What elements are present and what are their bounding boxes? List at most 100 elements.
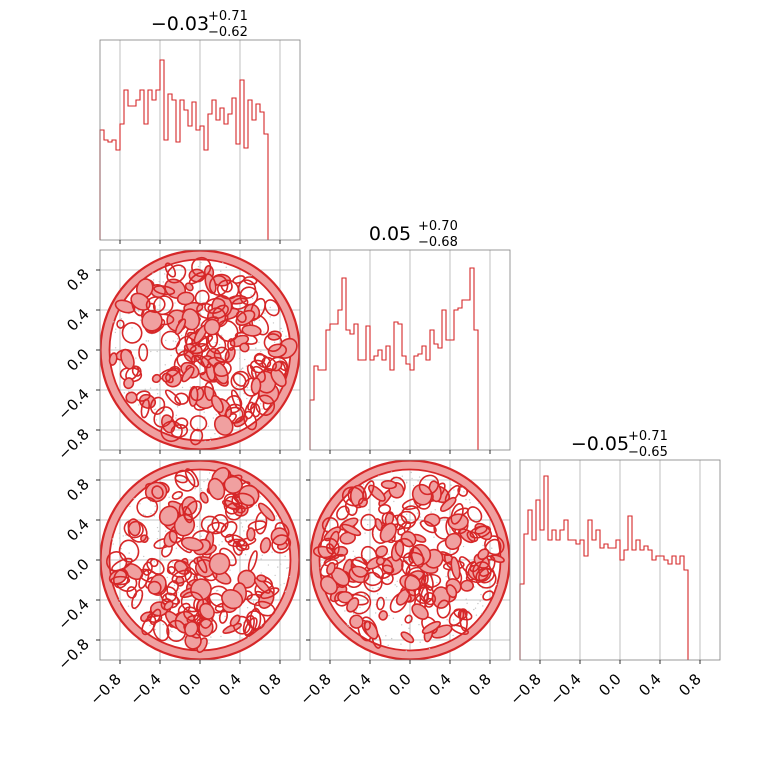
panel-title-median: −0.03 bbox=[151, 13, 209, 35]
contour-blob bbox=[207, 521, 227, 535]
scatter-point bbox=[418, 476, 421, 478]
contour-blob bbox=[164, 373, 174, 384]
scatter-point bbox=[162, 623, 164, 626]
contour-blob bbox=[216, 279, 240, 300]
x-tick-label: −0.8 bbox=[86, 670, 124, 708]
scatter-point bbox=[253, 320, 255, 323]
contour-blob bbox=[180, 536, 204, 552]
scatter-point bbox=[245, 365, 248, 367]
panel-title-minus: −0.68 bbox=[418, 235, 458, 250]
contour-blob bbox=[363, 620, 379, 640]
contour-blob bbox=[404, 574, 422, 597]
scatter-point bbox=[401, 475, 404, 477]
scatter-point bbox=[200, 489, 203, 492]
scatter-point bbox=[135, 357, 137, 359]
contour-blob bbox=[466, 530, 479, 543]
scatter-point bbox=[326, 529, 329, 532]
scatter-point bbox=[203, 480, 205, 483]
scatter-point bbox=[221, 334, 223, 336]
contour-blob bbox=[212, 304, 229, 320]
contour-blob bbox=[111, 557, 133, 572]
scatter-point bbox=[241, 637, 243, 639]
scatter-point bbox=[281, 330, 284, 333]
scatter-point bbox=[450, 484, 452, 486]
contour-blob bbox=[164, 389, 182, 406]
scatter-point bbox=[462, 545, 465, 548]
contour-blob bbox=[243, 410, 258, 431]
scatter-point bbox=[172, 561, 174, 564]
scatter-point bbox=[143, 555, 145, 558]
scatter-point bbox=[250, 294, 252, 296]
scatter-point bbox=[153, 408, 156, 411]
scatter-point bbox=[283, 582, 285, 585]
scatter-point bbox=[133, 604, 135, 606]
contour-blob bbox=[323, 553, 346, 567]
scatter-point bbox=[475, 614, 478, 616]
scatter-point bbox=[255, 347, 257, 349]
contour-blob bbox=[259, 537, 272, 554]
scatter-point bbox=[171, 630, 173, 633]
scatter-point bbox=[374, 612, 377, 614]
scatter-point bbox=[194, 488, 196, 490]
contour-blob bbox=[184, 468, 200, 488]
contour-blob bbox=[194, 354, 212, 369]
scatter-point bbox=[319, 567, 321, 569]
contour-blob bbox=[190, 578, 212, 601]
scatter-point bbox=[169, 629, 172, 631]
scatter-point bbox=[362, 484, 365, 486]
scatter-point bbox=[377, 586, 379, 589]
contour-blob bbox=[229, 614, 241, 627]
scatter-point bbox=[215, 590, 218, 592]
scatter-point bbox=[421, 639, 423, 641]
contour-blob bbox=[181, 366, 195, 383]
scatter-point bbox=[236, 398, 239, 401]
scatter-point bbox=[390, 471, 393, 473]
y-tick-label: −0.8 bbox=[54, 635, 92, 673]
scatter-point bbox=[279, 584, 282, 586]
contour-blob bbox=[149, 608, 162, 625]
scatter-point bbox=[174, 302, 176, 304]
scatter-point bbox=[434, 509, 436, 511]
contour-blob bbox=[151, 373, 162, 384]
scatter-point bbox=[255, 606, 258, 608]
scatter-point bbox=[251, 297, 254, 300]
scatter-point bbox=[285, 335, 287, 337]
contour-blob bbox=[460, 579, 475, 592]
scatter-point bbox=[113, 321, 115, 323]
contour-blob bbox=[171, 490, 184, 500]
scatter-point bbox=[137, 310, 140, 312]
contour-blob bbox=[224, 502, 243, 521]
y-tick-label: 0.8 bbox=[63, 265, 93, 295]
scatter-point bbox=[411, 477, 413, 480]
x-tick-label: 0.8 bbox=[465, 670, 495, 700]
contour-blob bbox=[174, 469, 196, 492]
scatter-point bbox=[419, 516, 421, 518]
contour-blob bbox=[394, 537, 415, 559]
contour-blob bbox=[247, 391, 260, 411]
contour-blob bbox=[166, 264, 187, 284]
contour-blob bbox=[469, 525, 492, 539]
scatter-point bbox=[215, 414, 218, 416]
scatter-point bbox=[119, 362, 121, 364]
scatter-point bbox=[263, 331, 265, 333]
scatter-point bbox=[259, 403, 262, 405]
scatter-point bbox=[269, 306, 271, 309]
y-tick-label: 0.0 bbox=[63, 345, 93, 375]
scatter-point bbox=[452, 634, 454, 637]
scatter-point bbox=[364, 532, 366, 534]
histogram-step-line bbox=[519, 475, 689, 660]
scatter-point bbox=[123, 392, 126, 394]
scatter-point bbox=[477, 502, 480, 504]
panel-title-plus: +0.71 bbox=[628, 429, 668, 444]
scatter-point bbox=[378, 475, 380, 477]
scatter-point bbox=[176, 389, 178, 391]
scatter-point bbox=[277, 566, 279, 568]
contour-blob bbox=[227, 538, 246, 548]
scatter-point bbox=[264, 312, 266, 314]
contour-blob bbox=[404, 614, 413, 624]
contour-blob bbox=[213, 414, 234, 436]
contour-blob bbox=[326, 561, 336, 576]
scatter-point bbox=[148, 537, 150, 540]
contour-blob bbox=[457, 485, 469, 497]
